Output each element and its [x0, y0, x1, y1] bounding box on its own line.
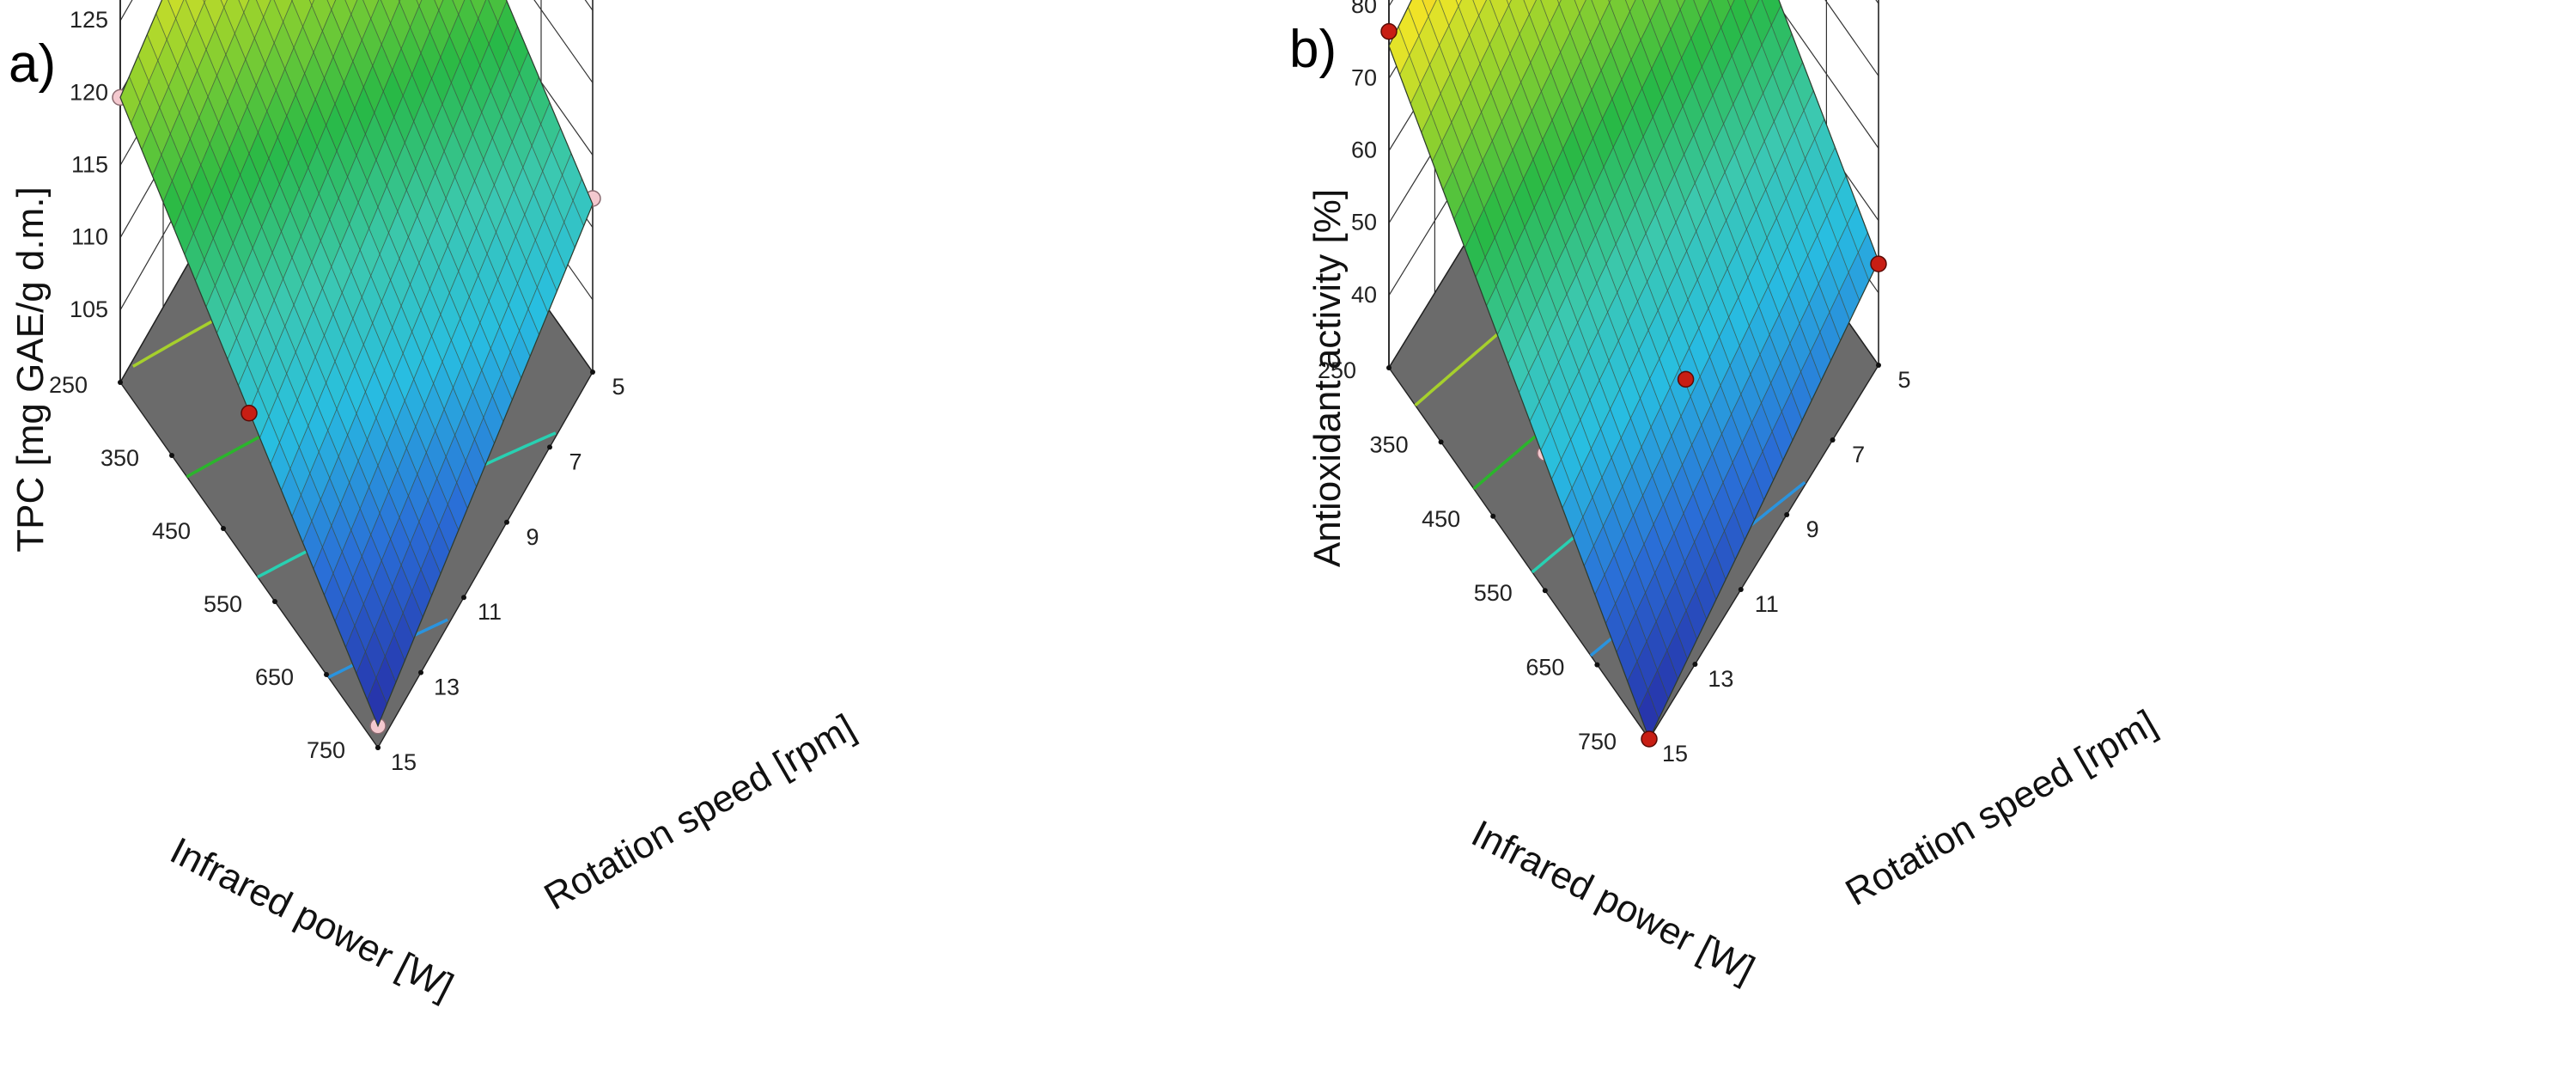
y-tick-mark [1738, 587, 1744, 592]
z-tick-label: 120 [70, 79, 108, 105]
response-surface [1388, 0, 1879, 741]
y-tick-label: 13 [1708, 666, 1733, 692]
y-tick-label: 9 [1806, 516, 1819, 542]
z-tick-label: 40 [1351, 282, 1377, 308]
y-tick-label: 13 [434, 675, 460, 700]
y-tick-label: 7 [1852, 442, 1865, 467]
x-tick-label: 550 [204, 591, 242, 617]
z-tick-label: 105 [70, 296, 108, 322]
x-tick-mark [221, 526, 226, 531]
x-tick-label: 250 [49, 372, 88, 398]
x-tick-label: 650 [255, 664, 294, 690]
y-tick-label: 11 [1755, 591, 1779, 617]
y-tick-mark [547, 444, 552, 450]
z-tick-label: 115 [71, 152, 108, 178]
x-tick-label: 450 [152, 518, 191, 544]
design-point [1380, 22, 1398, 40]
y-tick-mark [1830, 437, 1836, 443]
x-tick-mark [272, 599, 277, 604]
design-point [1870, 255, 1887, 272]
x-tick-label: 750 [1578, 729, 1617, 754]
y-tick-mark [1876, 363, 1881, 368]
y-tick-mark [461, 595, 466, 601]
z-tick-label: 60 [1351, 137, 1377, 163]
x-tick-label: 750 [307, 737, 345, 763]
x-tick-mark [1594, 662, 1600, 668]
x-tick-mark [324, 672, 329, 677]
panel-label: a) [9, 34, 56, 94]
x-tick-label: 650 [1526, 655, 1564, 681]
design-points [241, 405, 258, 422]
x-tick-mark [1490, 513, 1496, 519]
y-axis-label: Rotation speed [rpm] [538, 706, 862, 919]
z-axis-label: TPC [mg GAE/g d.m.] [9, 186, 52, 552]
z-tick-label: 50 [1351, 210, 1377, 235]
design-point [1677, 370, 1695, 388]
y-tick-label: 9 [526, 524, 539, 550]
y-tick-label: 11 [478, 599, 502, 625]
x-axis-label: Infrared power [W] [163, 829, 460, 1008]
y-tick-mark [1692, 662, 1698, 667]
x-tick-label: 450 [1422, 506, 1460, 532]
response-surface [119, 0, 594, 728]
tick-labels: 250 350 450 550 650 750 5 7 9 11 13 15 105 110 115 120 1… [49, 7, 625, 775]
z-tick-label: 70 [1351, 64, 1377, 90]
x-tick-mark [169, 453, 174, 458]
design-points [1380, 22, 1887, 748]
design-point [1641, 730, 1658, 748]
x-tick-mark [1386, 365, 1392, 370]
design-point [241, 405, 258, 422]
surface-outline [119, 0, 594, 728]
x-tick-mark [118, 380, 123, 385]
y-tick-label: 15 [1662, 741, 1688, 767]
y-axis-label: Rotation speed [rpm] [1839, 702, 2164, 914]
y-tick-mark [1784, 512, 1790, 517]
y-tick-label: 15 [391, 749, 417, 775]
y-tick-label: 5 [612, 374, 624, 400]
y-tick-mark [375, 745, 381, 750]
y-tick-mark [418, 669, 423, 675]
x-tick-label: 350 [100, 445, 139, 471]
z-tick-label: 110 [71, 224, 108, 250]
x-tick-label: 350 [1370, 431, 1409, 457]
y-tick-mark [590, 370, 595, 375]
x-tick-label: 550 [1474, 580, 1513, 606]
chart-panel-b: 250350450550650750579111315405060708090I… [1289, 0, 2164, 991]
z-tick-label: 80 [1351, 0, 1377, 18]
y-tick-mark [504, 519, 509, 525]
x-tick-mark [1438, 439, 1444, 445]
x-tick-label: 250 [1318, 357, 1356, 383]
tick-labels: 250350450550650750579111315405060708090 [1318, 0, 1911, 767]
x-axis-label: Infrared power [W] [1465, 812, 1761, 991]
y-tick-label: 7 [569, 449, 582, 474]
panel-label: b) [1289, 20, 1337, 79]
y-tick-label: 5 [1897, 367, 1910, 393]
x-tick-mark [1542, 588, 1548, 594]
z-axis-label: Antioxidant activity [%] [1306, 189, 1349, 567]
chart-panel-a: 250 350 450 550 650 750 5 7 9 11 13 15 105 110 115 120 1… [9, 0, 862, 1008]
z-tick-label: 125 [70, 7, 108, 33]
